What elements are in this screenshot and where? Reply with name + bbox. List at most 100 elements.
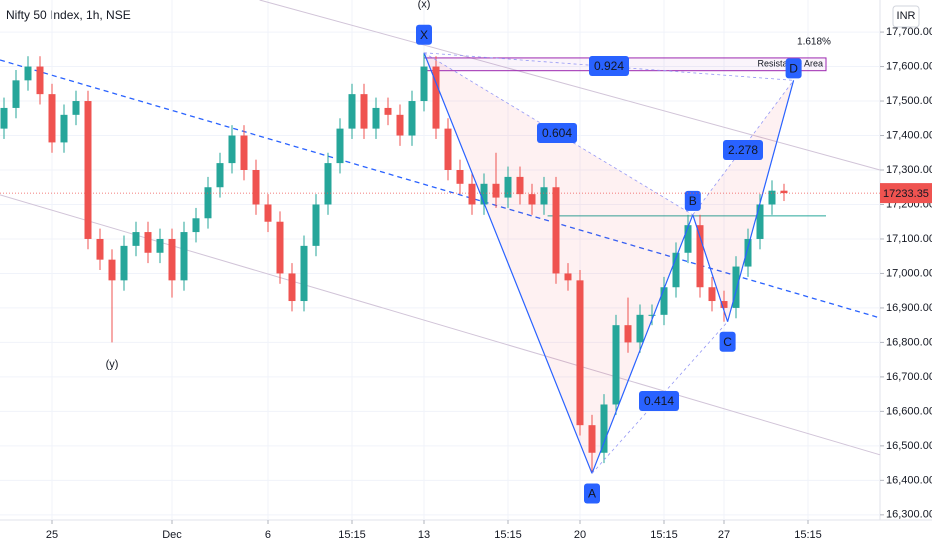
candle-body <box>48 94 56 143</box>
candle-body <box>300 245 308 302</box>
candle-body <box>432 66 440 129</box>
candle-body <box>504 176 512 198</box>
candle-body <box>696 225 704 288</box>
y-tick-label: 16,600.00 <box>886 405 932 417</box>
candle-body <box>732 266 740 308</box>
y-tick-label: 16,800.00 <box>886 336 932 348</box>
candle-body <box>648 314 656 316</box>
pattern-leg <box>692 214 729 322</box>
candle-body <box>492 183 500 198</box>
ratio-label: 2.278 <box>728 143 758 157</box>
point-label-box <box>684 190 701 211</box>
candle-body <box>324 163 332 205</box>
candle-body <box>408 101 416 136</box>
candle-body <box>240 135 248 170</box>
candle-body <box>552 187 560 274</box>
candle-body <box>612 325 620 405</box>
candle-body <box>336 128 344 164</box>
ratio-label: 0.924 <box>594 59 624 73</box>
candle-body <box>12 80 20 108</box>
pattern-leg <box>423 52 593 474</box>
y-tick-label: 16,900.00 <box>886 302 932 314</box>
ratio-label: 0.604 <box>542 126 572 140</box>
x-tick-label: 20 <box>574 529 586 541</box>
chart-title: Nifty 50 Index, 1h, NSE <box>6 8 131 22</box>
x-tick-label: 13 <box>418 529 430 541</box>
plot-area: Resistance Area <box>0 0 881 520</box>
ratio-label-box <box>537 123 577 143</box>
extension-label: 1.618% <box>797 37 831 48</box>
y-tick-label: 17,600.00 <box>886 60 932 72</box>
candle-body <box>192 218 200 233</box>
candle-body <box>156 238 164 253</box>
candle-body <box>708 287 716 302</box>
x-tick-label: 6 <box>265 529 271 541</box>
y-tick-label: 17,000.00 <box>886 267 932 279</box>
pattern-fill <box>692 80 794 322</box>
point-label: X <box>420 28 428 42</box>
candle-body <box>528 194 536 205</box>
y-tick-label: 16,400.00 <box>886 474 932 486</box>
candle-body <box>624 325 632 343</box>
y-tick-label: 17,700.00 <box>886 26 932 38</box>
candle-body <box>288 273 296 302</box>
candle-body <box>348 94 356 129</box>
candle-body <box>120 245 128 281</box>
candle-body <box>84 101 92 239</box>
wave-label: (y) <box>106 359 119 371</box>
candle-body <box>456 170 464 184</box>
candle-body <box>72 101 80 115</box>
point-label: A <box>588 487 596 501</box>
candle-body <box>36 66 44 95</box>
candle-body <box>372 107 380 129</box>
candle-body <box>144 232 152 253</box>
candle-body <box>780 190 788 194</box>
wave-label: (x) <box>418 0 431 10</box>
candle-body <box>540 187 548 205</box>
candle-body <box>168 238 176 281</box>
ratio-label-box <box>639 391 679 411</box>
candle-body <box>396 114 404 136</box>
candle-body <box>276 221 284 274</box>
pattern-leg <box>591 214 694 474</box>
candle-body <box>684 225 692 253</box>
x-tick-label: 25 <box>46 529 58 541</box>
ratio-label: 0.414 <box>644 394 674 408</box>
y-tick-label: 17,400.00 <box>886 129 932 141</box>
candle-body <box>576 280 584 426</box>
candle-body <box>768 190 776 205</box>
point-label-box <box>583 483 600 504</box>
y-tick-label: 16,300.00 <box>886 509 932 521</box>
x-tick-label: 15:15 <box>338 529 366 541</box>
candle-body <box>108 259 116 281</box>
candle-body <box>204 187 212 219</box>
candle-body <box>660 287 668 315</box>
ratio-label-box <box>723 140 763 160</box>
x-tick-label: 15:15 <box>494 529 522 541</box>
candle-body <box>264 204 272 222</box>
x-tick-label: 15:15 <box>794 529 822 541</box>
point-label-box <box>415 24 432 45</box>
candle-body <box>252 170 260 205</box>
candle-body <box>228 135 236 164</box>
y-tick-label: 16,700.00 <box>886 371 932 383</box>
candle-body <box>384 107 392 115</box>
candle-body <box>756 204 764 239</box>
candle-body <box>24 66 32 81</box>
candle-body <box>180 232 188 281</box>
candle-body <box>96 238 104 260</box>
pattern-leg <box>727 80 795 322</box>
candle-body <box>720 301 728 308</box>
x-tick-label: 27 <box>718 529 730 541</box>
candle-body <box>468 183 476 205</box>
candle-body <box>132 232 140 246</box>
candle-body <box>480 183 488 205</box>
candle-body <box>588 425 596 453</box>
candle-body <box>516 176 524 195</box>
candle-body <box>0 107 8 129</box>
candle-body <box>60 114 68 143</box>
candle-body <box>312 204 320 246</box>
pattern-leg <box>423 52 794 81</box>
